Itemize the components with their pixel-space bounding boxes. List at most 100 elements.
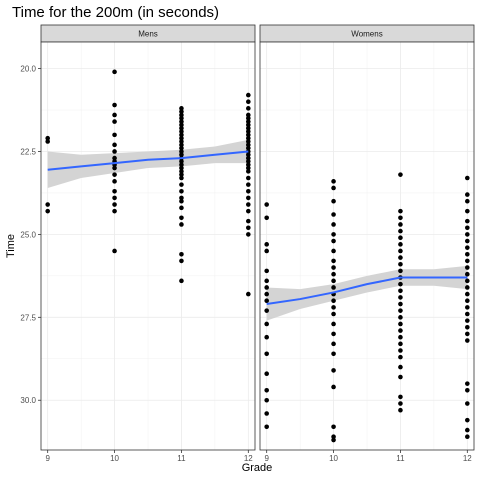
data-point [246, 129, 251, 134]
data-point [112, 195, 117, 201]
data-point [264, 285, 269, 290]
data-point [398, 281, 403, 287]
panel-mens: Mens 9 10 11 12 20.0 22.5 25.0 27.5 30.0 [20, 24, 256, 463]
data-point [264, 248, 269, 254]
data-point [179, 152, 184, 158]
data-point [264, 298, 269, 304]
data-point [331, 384, 336, 390]
x-axis-mens: 9 10 11 12 [45, 450, 253, 463]
data-point [179, 205, 184, 211]
data-point [246, 208, 251, 214]
data-point [45, 139, 50, 144]
panel-border-womens [259, 41, 475, 451]
data-point [112, 202, 117, 207]
data-point [331, 248, 336, 254]
data-point [179, 159, 184, 164]
ribbon-mens [47, 139, 249, 188]
data-point [465, 305, 470, 310]
data-point [246, 202, 251, 207]
x-tick-label: 10 [110, 454, 119, 463]
data-point [246, 195, 251, 201]
data-point [179, 165, 184, 171]
data-point [331, 185, 336, 191]
data-point [398, 364, 403, 370]
panel-border-mens [40, 41, 256, 451]
data-point [398, 222, 403, 227]
data-point [465, 311, 470, 317]
data-point [264, 411, 269, 416]
data-point [465, 278, 470, 284]
data-point [112, 69, 117, 75]
data-point [398, 348, 403, 353]
data-point [264, 215, 269, 221]
data-point [331, 331, 336, 337]
panel-womens: Womens 9 10 11 12 [259, 24, 475, 463]
data-point [465, 218, 470, 224]
data-point [179, 251, 184, 257]
data-point [398, 288, 403, 294]
data-point [331, 341, 336, 347]
data-point [179, 175, 184, 181]
data-point [465, 232, 470, 237]
data-point [398, 374, 403, 380]
x-tick-label: 12 [463, 454, 472, 463]
y-tick-label: 22.5 [20, 147, 36, 156]
data-point [112, 132, 117, 138]
data-point [264, 321, 269, 327]
ribbon-womens [266, 265, 468, 321]
data-point [246, 92, 251, 98]
data-point [179, 145, 184, 151]
data-point [112, 248, 117, 254]
smooth-line-mens [47, 150, 249, 171]
data-point [465, 338, 470, 343]
data-point [331, 305, 336, 310]
data-point [465, 265, 470, 270]
data-point [179, 142, 184, 148]
data-point [264, 424, 269, 430]
data-point [246, 152, 251, 158]
data-point [179, 132, 184, 138]
data-point [246, 155, 251, 161]
data-point [331, 212, 336, 217]
data-point [246, 119, 251, 124]
data-point [246, 188, 251, 194]
data-point [465, 258, 470, 264]
y-tick-label: 27.5 [20, 313, 36, 322]
data-point [112, 155, 117, 161]
data-point [179, 139, 184, 144]
confidence-ribbon-womens [266, 265, 468, 321]
data-point [331, 238, 336, 244]
data-point [179, 109, 184, 114]
data-point [246, 115, 251, 121]
data-point [246, 232, 251, 237]
data-point [264, 387, 269, 393]
data-point [246, 175, 251, 181]
data-point [398, 242, 403, 247]
data-point [179, 112, 184, 118]
data-point [246, 162, 251, 168]
x-tick-label: 10 [329, 454, 338, 463]
data-point [112, 179, 117, 184]
data-point [465, 192, 470, 197]
data-point [246, 125, 251, 131]
data-point [179, 135, 184, 141]
data-point [331, 258, 336, 264]
smooth-line-womens [266, 276, 468, 306]
data-point [179, 195, 184, 201]
data-point [179, 182, 184, 187]
data-point [398, 407, 403, 413]
y-axis: 20.0 22.5 25.0 27.5 30.0 [20, 65, 41, 405]
data-point [246, 291, 251, 297]
points-womens [264, 172, 470, 443]
data-point [465, 271, 470, 277]
data-point [465, 251, 470, 257]
data-point [112, 112, 117, 118]
data-point [179, 172, 184, 177]
x-tick-label: 9 [264, 454, 269, 463]
data-point [465, 225, 470, 231]
data-point [465, 238, 470, 244]
data-point [112, 208, 117, 214]
data-point [465, 434, 470, 440]
data-point [112, 165, 117, 171]
data-point [45, 208, 50, 214]
